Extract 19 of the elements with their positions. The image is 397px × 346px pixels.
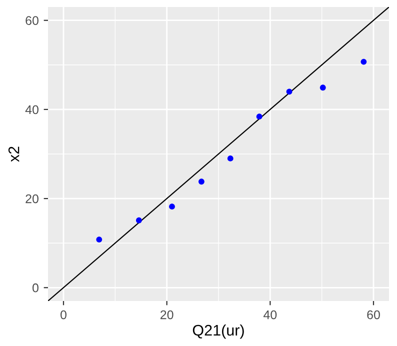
point (286, 88, 292, 95)
y-tick-label: 20 (26, 194, 38, 204)
point (136, 217, 142, 224)
point (360, 58, 367, 65)
point (227, 156, 234, 162)
x-tick-label: 20 (160, 310, 174, 320)
point (96, 236, 102, 242)
x-tick-label: 40 (264, 310, 277, 320)
y-axis-title: x2 (8, 146, 20, 162)
point (320, 84, 326, 91)
point (169, 204, 175, 210)
x-axis-title: Q21(ur) (192, 324, 244, 339)
y-tick-label: 0 (32, 283, 38, 292)
x-tick-label: 0 (60, 310, 66, 320)
point (198, 178, 204, 185)
point (256, 114, 262, 120)
x-tick-label: 60 (367, 310, 380, 320)
y-tick-label: 60 (26, 16, 38, 26)
y-tick-label: 40 (25, 105, 38, 114)
